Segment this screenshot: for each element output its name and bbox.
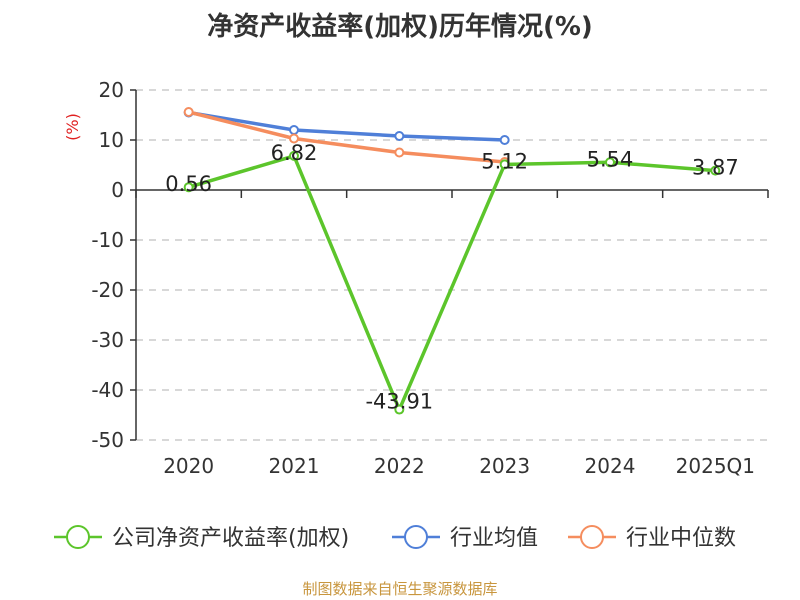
series-line (188, 110, 505, 142)
grid-layer (136, 89, 768, 441)
data-point (499, 135, 510, 145)
legend-label: 行业中位数 (626, 526, 736, 551)
x-tick-label: 2025Q1 (676, 454, 755, 478)
legend-label: 公司净资产收益率(加权) (112, 526, 349, 551)
data-label: 6.82 (271, 141, 318, 165)
y-tick-label: -20 (91, 278, 124, 302)
data-label: 5.12 (481, 149, 528, 173)
source-note: 制图数据来自恒生聚源数据库 (302, 580, 498, 598)
data-labels: 0.56 6.82 -43.91 5.12 5.54 3.87 (165, 141, 738, 414)
series-line (188, 154, 716, 412)
x-tick-label: 2020 (163, 454, 214, 478)
y-tick-label: 0 (111, 178, 124, 202)
y-tick-label: -30 (91, 328, 124, 352)
data-label: -43.91 (365, 390, 433, 414)
y-tick-label: 10 (99, 128, 124, 152)
legend-marker (66, 525, 90, 549)
data-point (289, 125, 299, 135)
data-point (289, 133, 299, 144)
legend: 公司净资产收益率(加权) 行业均值 行业中位数 (54, 525, 736, 551)
legend-marker (580, 525, 604, 549)
data-point (394, 404, 405, 415)
x-tick-label: 2024 (585, 454, 636, 478)
y-axis-label: (%) (63, 113, 82, 141)
y-tick-label: -50 (91, 428, 124, 452)
data-label: 3.87 (692, 156, 739, 180)
y-tick-label: -10 (91, 228, 124, 252)
y-tick-label: 20 (99, 78, 124, 102)
legend-label: 行业均值 (450, 526, 538, 551)
y-tick-label: -40 (91, 378, 124, 402)
chart-title: 净资产收益率(加权)历年情况(%) (207, 12, 593, 42)
data-label: 0.56 (165, 172, 212, 196)
data-point (394, 147, 405, 158)
data-point (394, 131, 405, 141)
data-point (183, 182, 194, 193)
data-point (605, 157, 615, 168)
axes: 20 10 0 -10 -20 -30 -40 -50 2020 2021 2022 2023 2024… (63, 78, 769, 478)
legend-marker (404, 525, 428, 549)
data-point (710, 165, 721, 176)
data-label: 5.54 (587, 147, 634, 171)
x-tick-label: 2021 (269, 454, 320, 478)
data-point (289, 150, 299, 161)
series-layer (183, 107, 721, 415)
x-tick-label: 2022 (374, 454, 425, 478)
data-point (183, 107, 194, 117)
data-point (499, 159, 510, 170)
x-tick-label: 2023 (479, 454, 530, 478)
series-line (188, 110, 505, 164)
